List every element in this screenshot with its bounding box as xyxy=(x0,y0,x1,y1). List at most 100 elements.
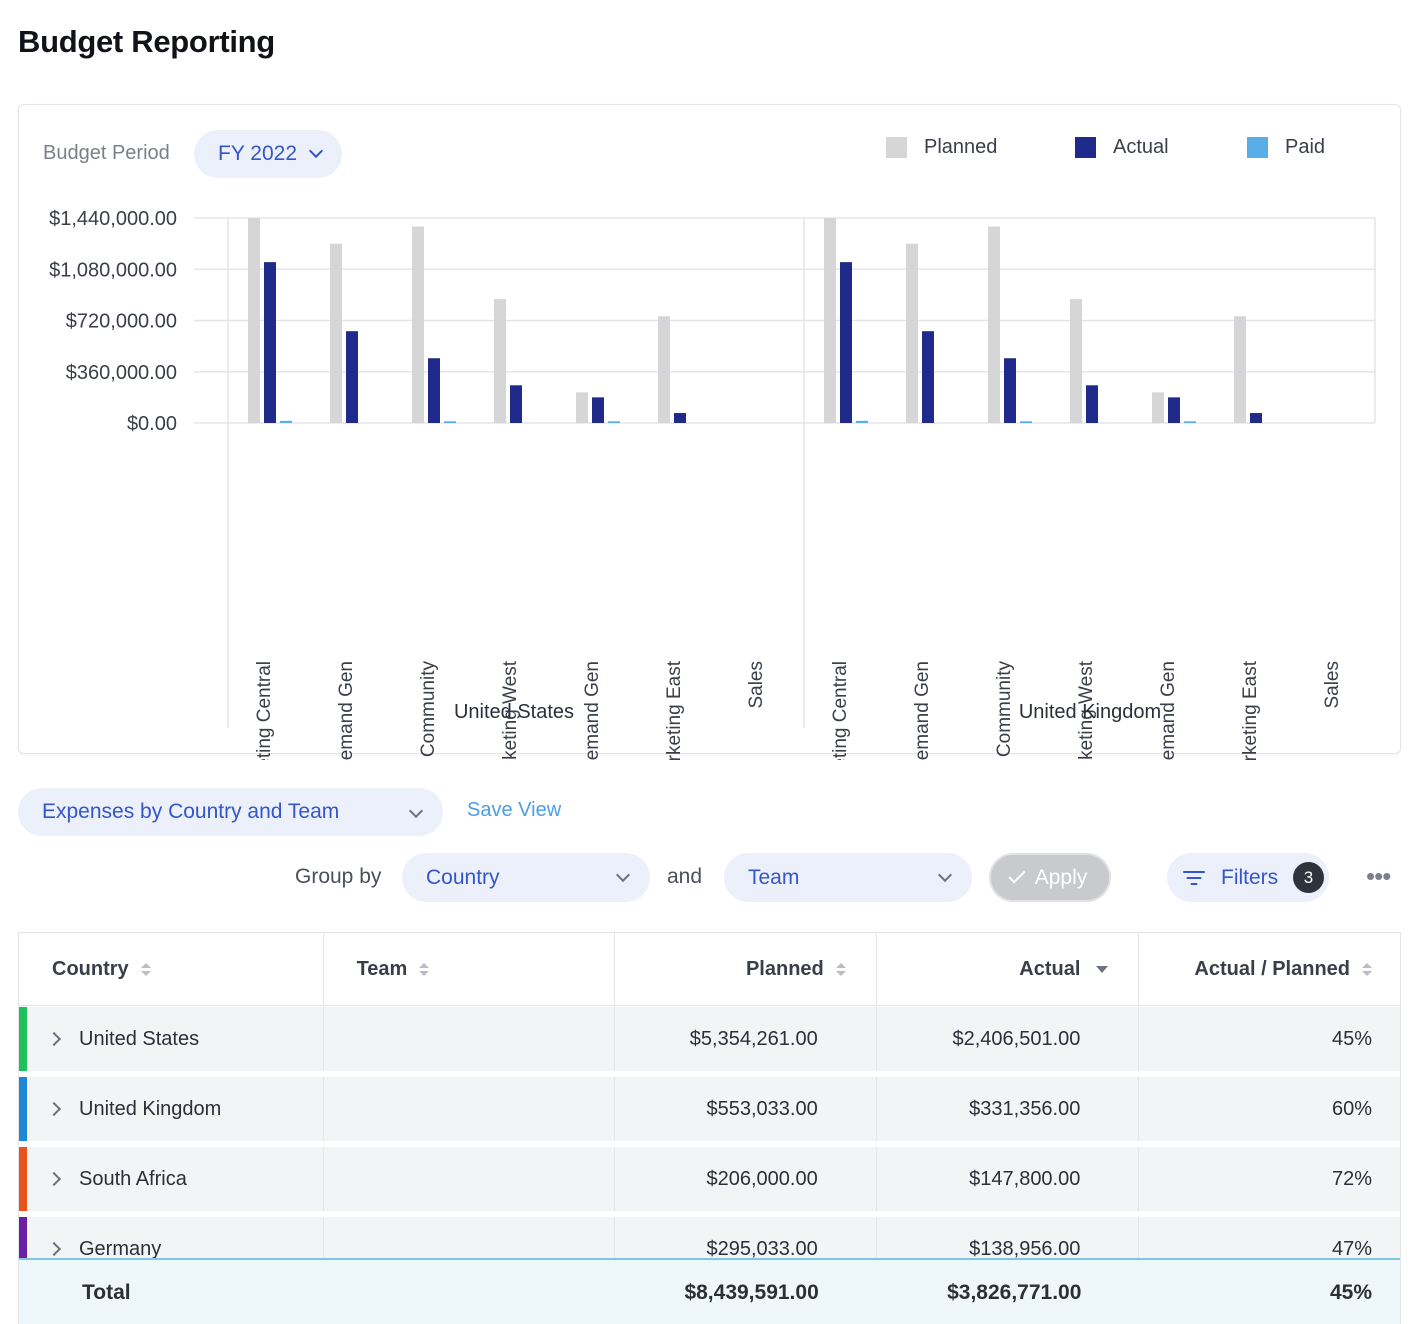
bar-planned xyxy=(494,299,506,423)
country-cell: United States xyxy=(19,1007,324,1071)
table-row[interactable]: South Africa $206,000.00 $147,800.00 72% xyxy=(19,1147,1400,1211)
total-label: Total xyxy=(82,1280,131,1304)
save-view-link[interactable]: Save View xyxy=(467,799,562,821)
column-header-actual[interactable]: Actual xyxy=(877,933,1140,1006)
planned-cell: $206,000.00 xyxy=(615,1147,877,1211)
x-tick-label: Field Marketing West xyxy=(500,660,521,760)
x-tick-label: Field Marketing West xyxy=(1076,660,1097,760)
sort-descending-icon xyxy=(1096,966,1109,973)
x-tick-label: EMEA Demand Gen xyxy=(582,661,603,760)
bar-planned xyxy=(906,243,918,423)
planned-cell: $553,033.00 xyxy=(615,1077,877,1141)
bar-actual xyxy=(428,358,440,423)
bar-planned xyxy=(412,226,424,423)
column-header-team[interactable]: Team xyxy=(324,933,616,1006)
y-tick-label: $0.00 xyxy=(127,413,177,435)
row-color-indicator xyxy=(19,1147,27,1211)
country-name: United States xyxy=(79,1027,200,1050)
bar-actual xyxy=(840,262,852,423)
column-header-label: Country xyxy=(52,958,129,980)
table-row[interactable]: United Kingdom $553,033.00 $331,356.00 6… xyxy=(19,1077,1400,1141)
view-select[interactable]: Expenses by Country and Team xyxy=(18,788,443,836)
group-by-second-value: Team xyxy=(748,865,800,889)
bar-actual xyxy=(510,385,522,423)
sort-icon xyxy=(1362,963,1373,976)
table-row[interactable]: United States $5,354,261.00 $2,406,501.0… xyxy=(19,1007,1400,1071)
total-team-cell xyxy=(324,1260,616,1324)
actual-cell: $147,800.00 xyxy=(877,1147,1140,1211)
budget-period-value: FY 2022 xyxy=(218,142,298,165)
x-tick-label: Sales xyxy=(1322,661,1343,709)
check-icon xyxy=(1008,866,1026,883)
team-cell xyxy=(324,1077,616,1141)
filter-icon xyxy=(1183,870,1205,886)
actual-cell: $331,356.00 xyxy=(877,1077,1140,1141)
group-label: United Kingdom xyxy=(1019,701,1161,723)
bar-planned xyxy=(658,316,670,423)
bar-planned xyxy=(330,243,342,423)
filters-count-badge: 3 xyxy=(1293,862,1324,893)
x-tick-label: Field Marketing East xyxy=(1240,660,1261,760)
more-options-icon[interactable]: ••• xyxy=(1366,861,1391,891)
chevron-down-icon xyxy=(615,867,631,883)
bar-actual xyxy=(1004,358,1016,423)
bar-planned xyxy=(988,226,1000,423)
expand-chevron-icon[interactable] xyxy=(46,1031,62,1047)
bar-planned xyxy=(576,392,588,423)
legend-planned-label: Planned xyxy=(924,136,998,158)
expand-chevron-icon[interactable] xyxy=(46,1241,62,1257)
legend-paid-swatch xyxy=(1247,137,1268,158)
column-header-label: Actual xyxy=(1019,958,1081,980)
planned-cell: $295,033.00 xyxy=(615,1217,877,1281)
legend-planned: Planned xyxy=(886,136,997,159)
filters-button[interactable]: Filters 3 xyxy=(1167,853,1329,902)
bar-planned xyxy=(1152,392,1164,423)
sort-icon xyxy=(835,963,846,976)
planned-cell: $5,354,261.00 xyxy=(615,1007,877,1071)
legend-paid: Paid xyxy=(1247,136,1325,159)
chevron-down-icon xyxy=(408,803,424,819)
x-tick-label: Developer Community xyxy=(418,661,439,760)
table-header: Country Team Planned Actual Actual / Pla… xyxy=(19,933,1400,1006)
bar-planned xyxy=(824,218,836,423)
country-name: Germany xyxy=(79,1237,162,1260)
y-tick-label: $1,080,000.00 xyxy=(49,259,177,281)
country-cell: United Kingdom xyxy=(19,1077,324,1141)
ratio-cell: 47% xyxy=(1331,1237,1372,1260)
bar-actual xyxy=(1250,413,1262,423)
legend-actual-label: Actual xyxy=(1113,136,1169,158)
expand-chevron-icon[interactable] xyxy=(46,1101,62,1117)
bar-actual xyxy=(592,397,604,423)
total-row: Total $8,439,591.00 $3,826,771.00 45% xyxy=(19,1258,1400,1324)
group-by-second-select[interactable]: Team xyxy=(724,853,972,902)
expand-chevron-icon[interactable] xyxy=(46,1171,62,1187)
bar-actual xyxy=(674,413,686,423)
page-title: Budget Reporting xyxy=(18,24,275,59)
legend-actual-swatch xyxy=(1075,137,1096,158)
team-cell xyxy=(324,1007,616,1071)
bar-actual xyxy=(1086,385,1098,423)
team-cell xyxy=(324,1147,616,1211)
apply-button[interactable]: Apply xyxy=(989,853,1111,902)
column-header-actual-planned[interactable]: Actual / Planned xyxy=(1139,933,1400,1006)
sort-icon xyxy=(419,963,430,976)
actual-cell: $138,956.00 xyxy=(877,1217,1140,1281)
legend-planned-swatch xyxy=(886,137,907,158)
bar-paid xyxy=(856,420,868,423)
column-header-country[interactable]: Country xyxy=(19,933,324,1006)
legend-actual: Actual xyxy=(1075,136,1169,159)
total-actual: $3,826,771.00 xyxy=(947,1280,1082,1304)
budget-period-select[interactable]: FY 2022 xyxy=(194,130,342,178)
chevron-down-icon xyxy=(937,867,953,883)
x-tick-label: Field Marketing Central xyxy=(254,661,275,760)
bar-actual xyxy=(346,331,358,423)
column-header-planned[interactable]: Planned xyxy=(615,933,877,1006)
and-label: and xyxy=(667,865,703,888)
team-cell xyxy=(324,1217,616,1281)
view-select-value: Expenses by Country and Team xyxy=(42,800,340,823)
row-color-indicator xyxy=(19,1077,27,1141)
bar-chart: $1,440,000.00 $1,080,000.00 $720,000.00 $36… xyxy=(49,208,1376,760)
bar-paid xyxy=(280,420,292,423)
group-by-first-select[interactable]: Country xyxy=(402,853,650,902)
bar-paid xyxy=(608,421,620,423)
